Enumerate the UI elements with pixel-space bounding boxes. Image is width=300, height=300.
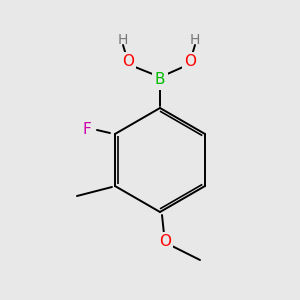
Text: O: O bbox=[184, 55, 196, 70]
Text: O: O bbox=[159, 235, 171, 250]
Text: F: F bbox=[82, 122, 91, 137]
Text: H: H bbox=[118, 33, 128, 47]
Text: H: H bbox=[190, 33, 200, 47]
Text: B: B bbox=[155, 73, 165, 88]
Text: O: O bbox=[122, 55, 134, 70]
